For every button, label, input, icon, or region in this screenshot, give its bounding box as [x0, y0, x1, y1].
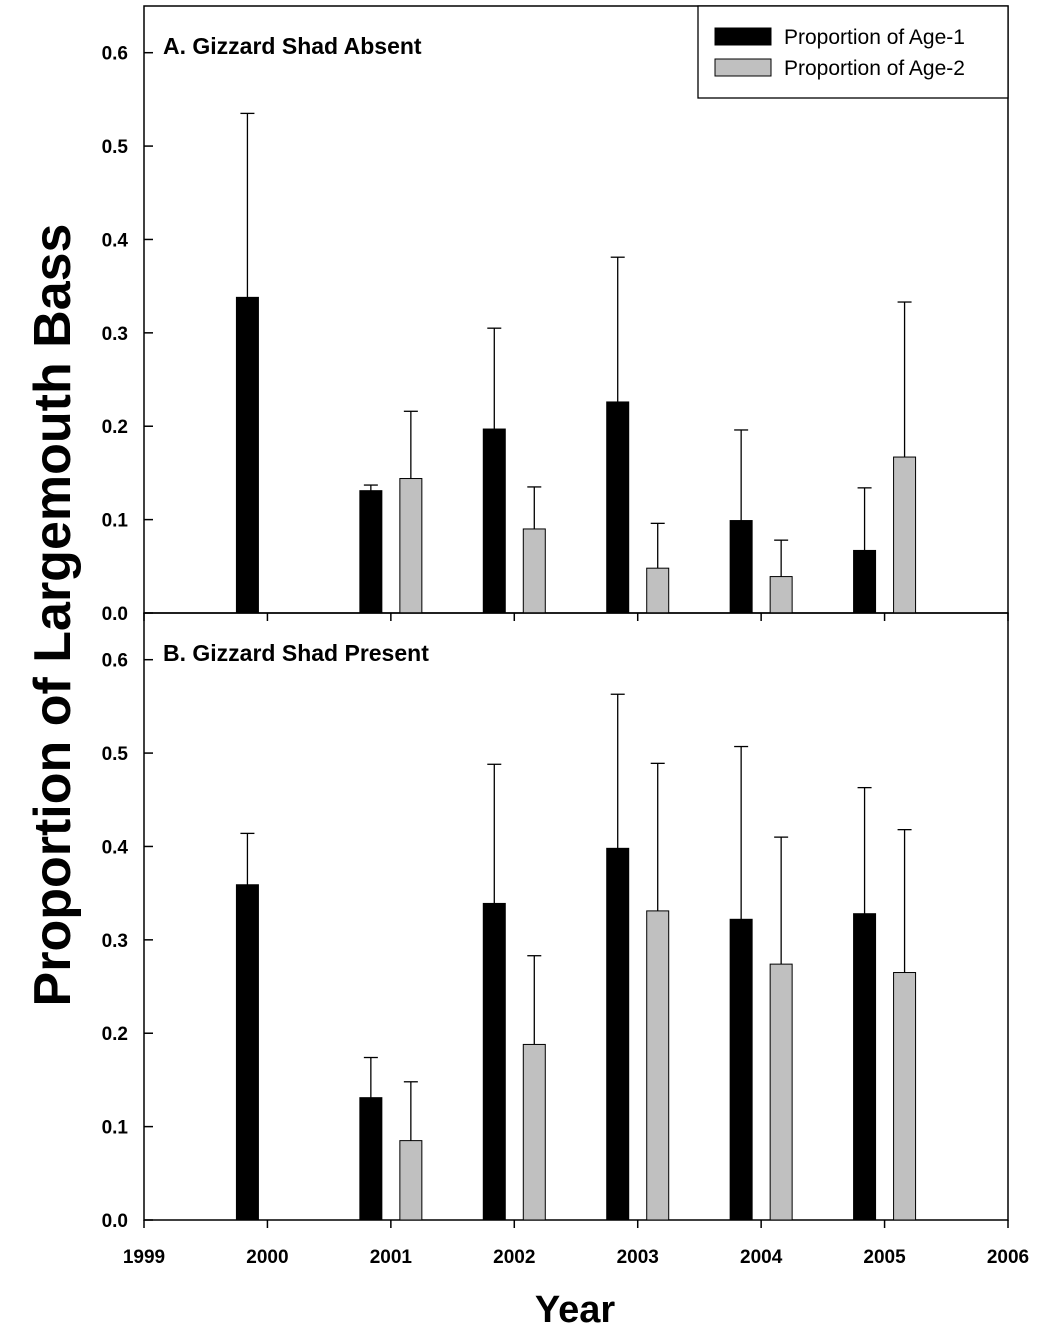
- legend-label: Proportion of Age-2: [784, 57, 965, 80]
- bar: [482, 902, 506, 1221]
- y-tick-label: 0.6: [102, 651, 128, 672]
- x-tick-label: 2000: [246, 1247, 288, 1268]
- bar: [853, 549, 877, 614]
- y-tick-label: 0.1: [102, 511, 129, 532]
- x-tick-label: 2005: [863, 1247, 906, 1268]
- x-tick-label: 1999: [123, 1247, 165, 1268]
- bar: [893, 972, 917, 1221]
- bar: [235, 884, 259, 1221]
- bar: [606, 401, 630, 614]
- y-tick-label: 0.2: [102, 1024, 128, 1045]
- bar: [646, 910, 670, 1221]
- bar: [399, 1140, 423, 1221]
- y-tick-label: 0.5: [102, 744, 129, 765]
- x-axis: 1999 2000 2001 2002 2003 2004 2005 2006: [123, 1247, 1029, 1268]
- y-tick-label: 0.0: [102, 604, 128, 625]
- legend-label: Proportion of Age-1: [784, 26, 965, 49]
- bar: [646, 567, 670, 614]
- y-tick-label: 0.2: [102, 417, 128, 438]
- bar: [769, 963, 793, 1221]
- bar: [235, 296, 259, 614]
- y-tick-label: 0.3: [102, 324, 128, 345]
- panels-group: A. Gizzard Shad Absent 0.0 0.1 0.2 0.3 0.4 0.5…: [102, 5, 1009, 1232]
- x-axis-title: Year: [535, 1289, 616, 1330]
- y-tick-label: 0.3: [102, 931, 128, 952]
- bar: [893, 456, 917, 614]
- y-tick-label: 0.5: [102, 137, 129, 158]
- y-axis-title: Proportion of Largemouth Bass: [24, 224, 82, 1007]
- y-tick-label: 0.4: [102, 837, 129, 858]
- panel-title: B. Gizzard Shad Present: [163, 640, 429, 666]
- y-tick-label: 0.0: [102, 1211, 128, 1232]
- x-tick-label: 2002: [493, 1247, 535, 1268]
- panel-b: B. Gizzard Shad Present 0.0 0.1 0.2 0.3 0.4 0.…: [102, 612, 1009, 1232]
- bar: [359, 1097, 383, 1221]
- x-tick-label: 2004: [740, 1247, 783, 1268]
- bar: [359, 490, 383, 614]
- bar: [729, 520, 753, 614]
- bar: [769, 576, 793, 614]
- panel-a: A. Gizzard Shad Absent 0.0 0.1 0.2 0.3 0.4 0.5…: [102, 5, 1009, 625]
- bar: [853, 913, 877, 1221]
- x-tick-label: 2006: [987, 1247, 1029, 1268]
- legend-swatch: [714, 58, 772, 77]
- panel-title: A. Gizzard Shad Absent: [163, 33, 422, 59]
- legend: Proportion of Age-1 Proportion of Age-2: [697, 5, 1009, 99]
- y-tick-label: 0.1: [102, 1118, 129, 1139]
- y-tick-label: 0.6: [102, 44, 128, 65]
- bar: [729, 918, 753, 1221]
- legend-swatch: [714, 27, 772, 46]
- bar: [606, 847, 630, 1221]
- bar: [399, 478, 423, 614]
- panel-frame: [143, 612, 1009, 1221]
- bar: [522, 528, 546, 614]
- bar: [522, 1043, 546, 1221]
- legend-box: [697, 5, 1009, 99]
- bar: [482, 428, 506, 614]
- y-tick-label: 0.4: [102, 230, 129, 251]
- x-tick-label: 2001: [370, 1247, 413, 1268]
- x-tick-label: 2003: [617, 1247, 659, 1268]
